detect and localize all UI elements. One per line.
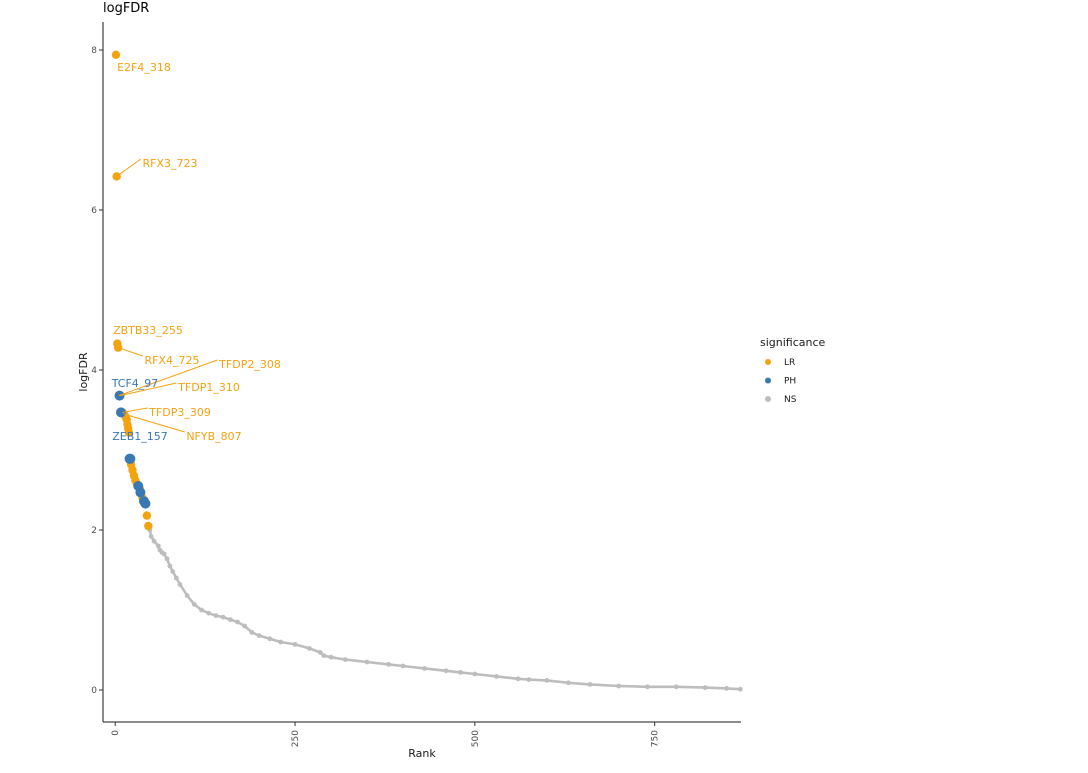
ns-points-trail bbox=[148, 529, 741, 691]
x-ticks: 0 250 500 750 bbox=[111, 722, 661, 747]
data-point-ph bbox=[125, 453, 136, 464]
legend-label: PH bbox=[784, 377, 796, 387]
annotation-connector bbox=[120, 382, 177, 397]
data-point-ns bbox=[170, 569, 176, 574]
legend-swatch-lr bbox=[765, 359, 771, 365]
data-point-ns bbox=[386, 662, 391, 667]
data-point-ns bbox=[328, 654, 334, 660]
data-point-ns bbox=[515, 676, 521, 682]
data-point-ns bbox=[321, 653, 327, 658]
point-label: TFDP2_308 bbox=[218, 358, 281, 371]
data-point-ns bbox=[184, 593, 190, 598]
data-point-ns bbox=[148, 534, 154, 539]
legend: significance LR PH NS bbox=[760, 336, 826, 405]
data-point-ns bbox=[364, 659, 370, 665]
data-point-ns bbox=[191, 602, 197, 607]
annotation-connector bbox=[118, 359, 218, 397]
data-point-ns bbox=[565, 680, 571, 686]
x-tick-label: 250 bbox=[291, 730, 301, 747]
data-point-ns bbox=[737, 686, 743, 692]
y-tick-label: 4 bbox=[91, 366, 97, 376]
legend-swatch-ns bbox=[765, 396, 771, 402]
data-point-ns bbox=[220, 614, 226, 620]
data-point-ns bbox=[151, 538, 157, 544]
points-layer bbox=[111, 50, 743, 692]
data-point-ns bbox=[458, 670, 463, 675]
legend-label: NS bbox=[784, 395, 797, 405]
annotation-connector bbox=[116, 158, 142, 177]
legend-swatch-ph bbox=[765, 377, 771, 384]
data-point-ns bbox=[317, 650, 323, 655]
data-point-lr bbox=[124, 428, 134, 437]
data-point-ns bbox=[673, 684, 679, 690]
data-point-ns bbox=[256, 633, 262, 638]
data-point-ns bbox=[292, 642, 298, 647]
y-tick-label: 8 bbox=[91, 46, 97, 56]
data-point-ns bbox=[342, 657, 348, 662]
data-point-ns bbox=[155, 543, 161, 549]
data-point-ns bbox=[544, 678, 550, 683]
data-point-lr bbox=[142, 511, 152, 520]
data-point-ns bbox=[161, 551, 167, 557]
legend-title: significance bbox=[760, 336, 826, 349]
data-point-lr bbox=[113, 343, 123, 352]
y-tick-label: 2 bbox=[91, 526, 97, 536]
point-label: NFYB_807 bbox=[186, 430, 241, 443]
data-point-ns bbox=[472, 671, 478, 677]
data-point-ph bbox=[115, 407, 126, 418]
data-point-ns bbox=[494, 674, 499, 679]
data-point-ns bbox=[702, 685, 708, 690]
data-point-ns bbox=[235, 619, 240, 625]
x-axis-title: Rank bbox=[408, 747, 436, 760]
annotation-connector bbox=[122, 407, 148, 413]
annotation-connector bbox=[123, 413, 185, 433]
y-tick-label: 6 bbox=[91, 206, 97, 216]
y-tick-label: 0 bbox=[91, 686, 97, 696]
chart-title: logFDR bbox=[103, 1, 149, 16]
data-point-ns bbox=[177, 582, 183, 587]
data-point-ns bbox=[267, 636, 273, 642]
x-tick-label: 500 bbox=[471, 730, 481, 747]
data-point-ns bbox=[164, 556, 170, 562]
data-point-ns bbox=[199, 607, 204, 613]
legend-label: LR bbox=[784, 358, 795, 368]
point-label: ZEB1_157 bbox=[112, 430, 168, 443]
data-point-ns bbox=[724, 686, 730, 691]
data-point-ns bbox=[443, 668, 449, 674]
data-point-ph bbox=[135, 487, 146, 498]
point-label: E2F4_318 bbox=[117, 61, 171, 74]
labels-layer: E2F4_318 RFX3_723 ZBTB33_255 RFX4_725 TFDP2_… bbox=[111, 61, 281, 443]
point-label: TFDP1_310 bbox=[177, 381, 240, 394]
data-point-ns bbox=[206, 610, 212, 616]
x-tick-label: 0 bbox=[111, 730, 121, 736]
data-point-ns bbox=[526, 677, 532, 682]
data-point-ns bbox=[213, 613, 219, 618]
y-ticks: 0 2 4 6 8 bbox=[91, 46, 103, 696]
data-point-ns bbox=[227, 617, 233, 622]
data-point-ns bbox=[645, 684, 650, 690]
data-point-ns bbox=[422, 666, 427, 671]
data-point-ns bbox=[167, 563, 173, 569]
point-label: TFDP3_309 bbox=[148, 406, 211, 419]
data-point-lr bbox=[144, 521, 153, 531]
data-point-ns bbox=[249, 630, 255, 635]
data-point-ns bbox=[242, 623, 248, 629]
y-axis-title: logFDR bbox=[77, 352, 90, 392]
point-label: TCF4_97 bbox=[111, 377, 159, 390]
data-point-ph bbox=[140, 498, 151, 509]
x-tick-label: 750 bbox=[651, 730, 661, 747]
data-point-ns bbox=[587, 682, 593, 687]
point-label: RFX4_725 bbox=[145, 354, 200, 367]
data-point-ns bbox=[400, 663, 406, 669]
point-label: RFX3_723 bbox=[143, 157, 198, 170]
data-point-ns bbox=[173, 575, 179, 581]
data-point-lr bbox=[111, 50, 121, 59]
data-point-ns bbox=[616, 683, 622, 689]
point-label: ZBTB33_255 bbox=[113, 324, 183, 337]
annotation-connector bbox=[117, 347, 143, 357]
data-point-ns bbox=[278, 639, 284, 645]
data-point-ns bbox=[307, 646, 312, 651]
